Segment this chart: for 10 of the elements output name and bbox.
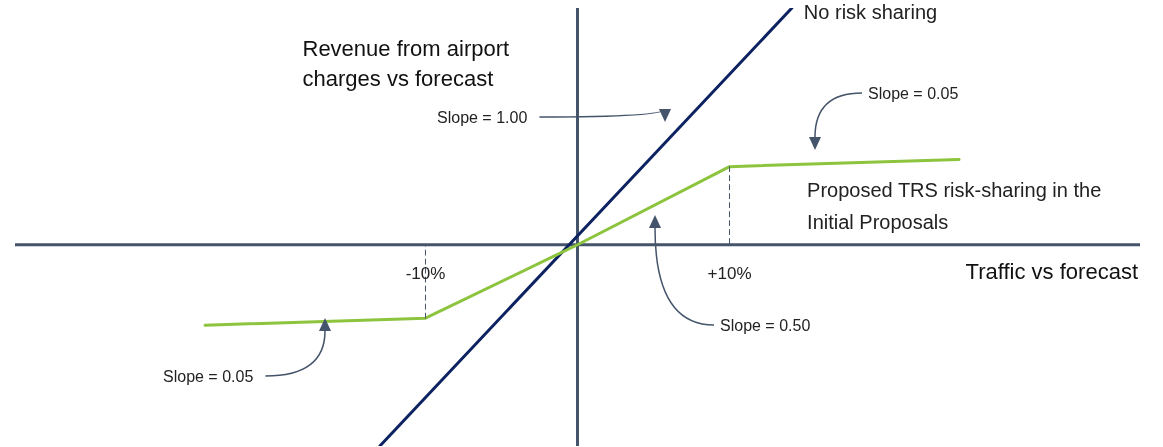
annotation: Slope = 0.05 xyxy=(163,368,254,385)
series-label: Proposed TRS risk-sharing in the Initial Proposals xyxy=(807,177,1103,235)
y-axis-title: Revenue from airport charges vs forecast xyxy=(302,35,511,93)
x-tick-label: -10% xyxy=(405,263,446,283)
annotation: Slope = 0.05 xyxy=(868,85,959,102)
x-axis-title: Traffic vs forecast xyxy=(965,258,1138,285)
annotation: Slope = 1.00 xyxy=(437,109,528,126)
series-label: No risk sharing xyxy=(803,0,939,25)
annotation: Slope = 0.50 xyxy=(720,317,811,334)
x-tick-label: +10% xyxy=(707,263,752,283)
